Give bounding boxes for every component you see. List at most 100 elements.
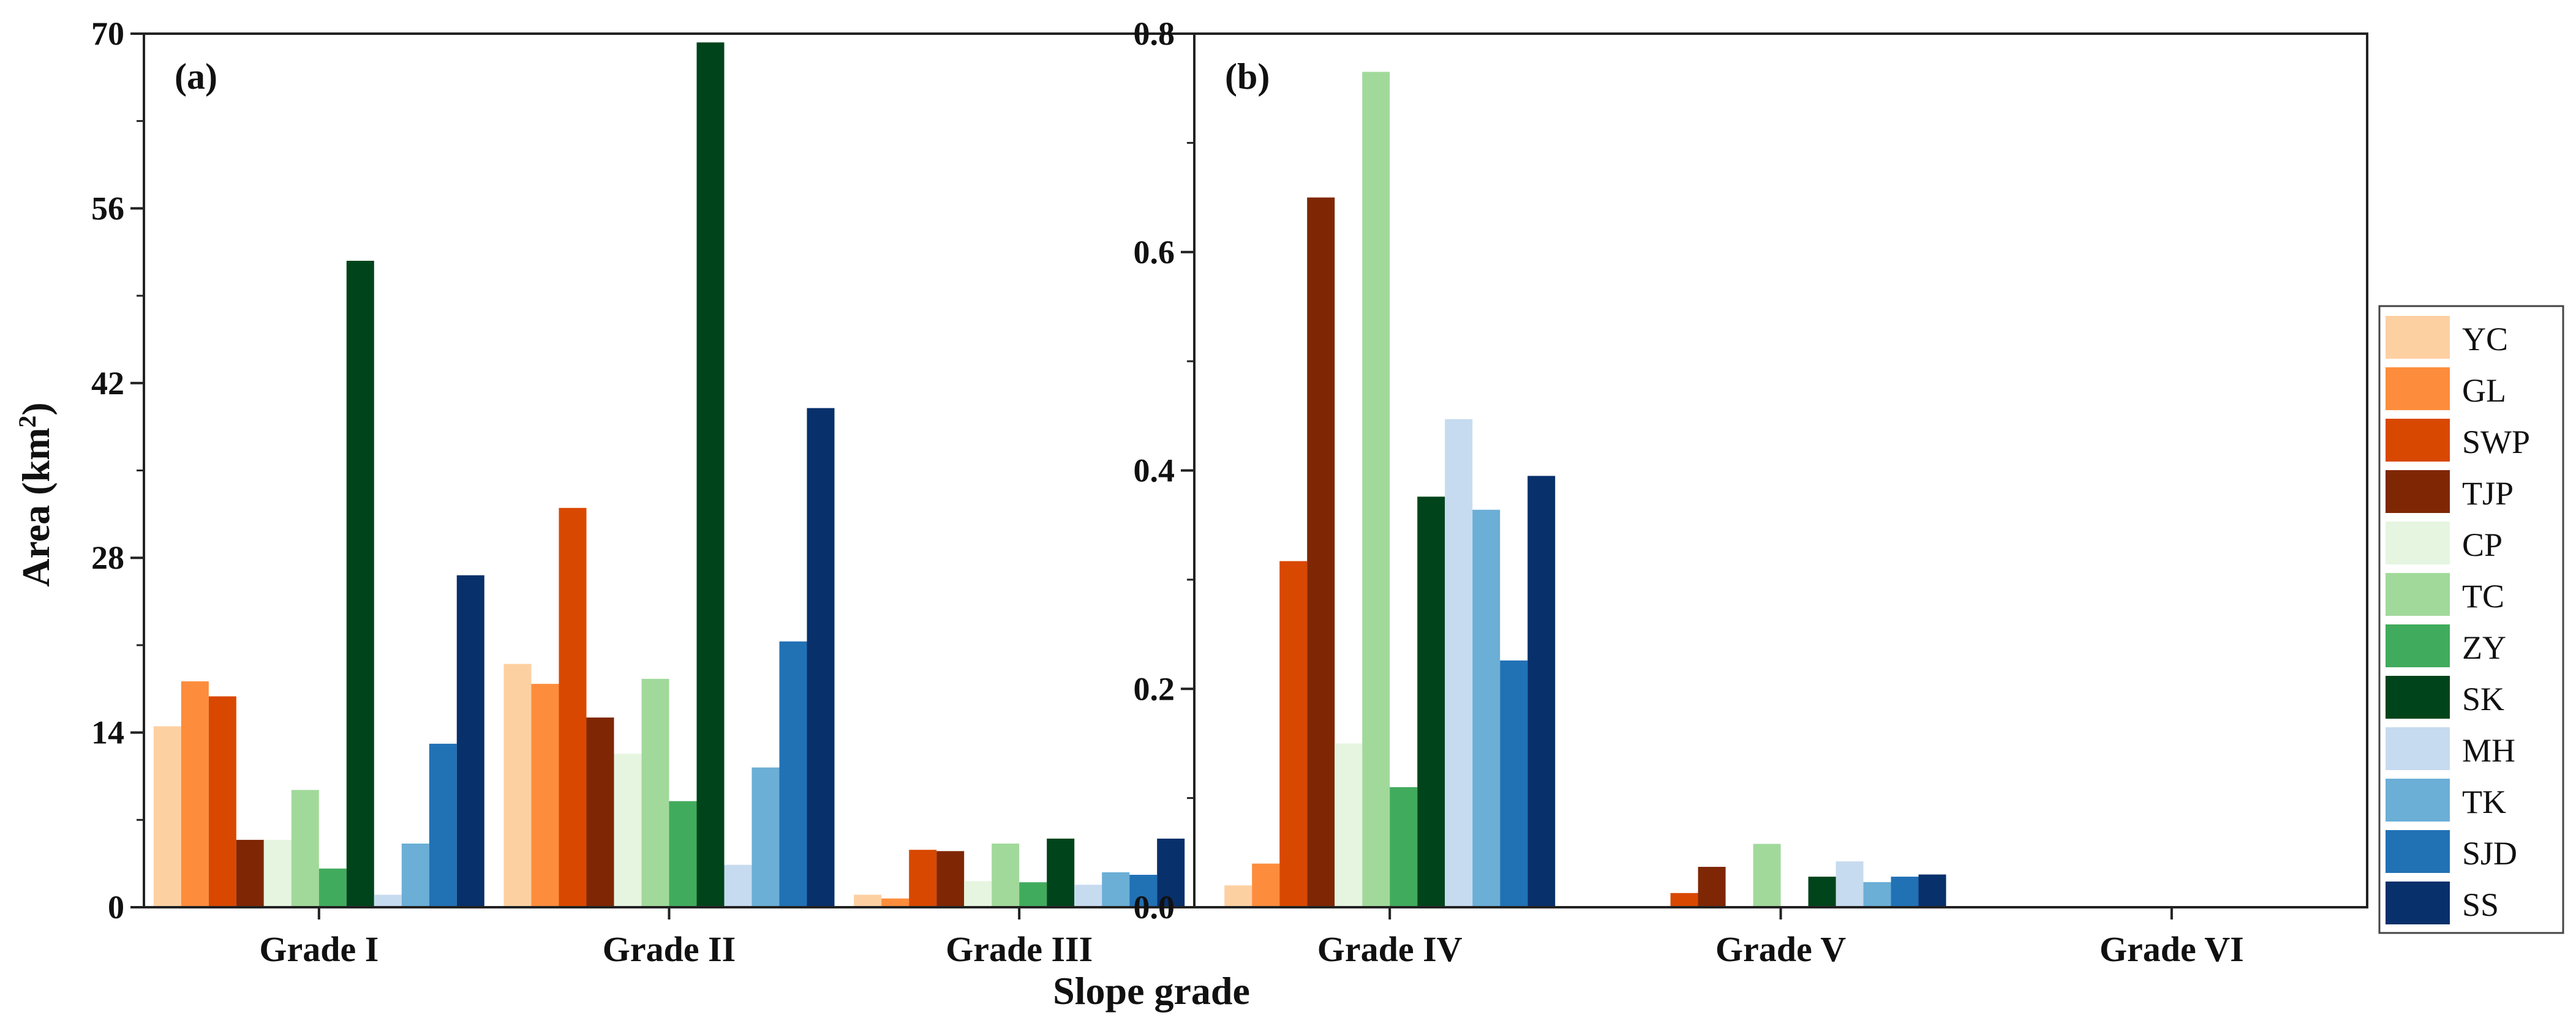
bar-b-tk-2 bbox=[1863, 882, 1891, 907]
bar-a-ss-3 bbox=[1157, 838, 1185, 907]
bar-b-gl-1 bbox=[1252, 863, 1280, 907]
bar-a-gl-2 bbox=[531, 684, 559, 907]
panel-label-a: (a) bbox=[175, 56, 217, 97]
y-tick-label-a: 28 bbox=[91, 539, 124, 576]
bar-b-ss-2 bbox=[1918, 874, 1946, 907]
legend-swatch-yc bbox=[2386, 316, 2450, 359]
bar-a-gl-3 bbox=[881, 898, 910, 907]
legend-swatch-tjp bbox=[2386, 470, 2450, 513]
bar-a-tc-3 bbox=[992, 844, 1020, 907]
bar-b-sjd-2 bbox=[1891, 877, 1919, 907]
legend-swatch-swp bbox=[2386, 419, 2450, 462]
y-tick-label-b: 0.2 bbox=[1134, 670, 1175, 707]
bar-a-ss-1 bbox=[456, 575, 484, 907]
bar-b-tjp-1 bbox=[1307, 197, 1335, 908]
bar-a-tc-2 bbox=[641, 678, 669, 907]
panel-a: 0 14 28 42 56 70 Grade I Grade II Grade III (a) bbox=[91, 15, 1196, 969]
bar-a-sk-1 bbox=[346, 261, 374, 907]
x-tick-label-b-2: Grade V bbox=[1715, 929, 1846, 969]
x-tick-label-b-3: Grade VI bbox=[2100, 929, 2244, 969]
bar-a-tk-1 bbox=[401, 844, 429, 907]
bar-a-mh-3 bbox=[1074, 885, 1102, 907]
bar-b-swp-1 bbox=[1279, 561, 1308, 907]
y-tick-label-b: 0.4 bbox=[1134, 452, 1175, 489]
legend-swatch-mh bbox=[2386, 727, 2450, 770]
bar-a-tc-1 bbox=[291, 790, 319, 907]
bar-a-ss-2 bbox=[807, 408, 835, 907]
bar-b-ss-1 bbox=[1527, 476, 1556, 907]
legend-swatch-gl bbox=[2386, 367, 2450, 410]
bar-b-tc-2 bbox=[1753, 844, 1781, 907]
legend-swatch-tc bbox=[2386, 573, 2450, 616]
bar-a-tk-2 bbox=[751, 767, 780, 907]
legend-label-sjd: SJD bbox=[2462, 835, 2517, 872]
legend-swatch-sjd bbox=[2386, 830, 2450, 873]
legend-label-tjp: TJP bbox=[2462, 475, 2514, 512]
bar-a-tjp-3 bbox=[936, 851, 965, 907]
legend-swatch-sk bbox=[2386, 676, 2450, 719]
x-tick-label-a-1: Grade I bbox=[259, 929, 378, 969]
legend-label-mh: MH bbox=[2462, 732, 2515, 769]
bar-a-tk-3 bbox=[1102, 872, 1130, 907]
bar-a-mh-1 bbox=[374, 894, 402, 907]
bar-b-tk-1 bbox=[1472, 509, 1501, 907]
legend-label-tc: TC bbox=[2462, 578, 2504, 615]
x-axis-title: Slope grade bbox=[1053, 969, 1250, 1013]
y-axis-title-main: Area (km bbox=[14, 428, 58, 587]
bar-a-sjd-3 bbox=[1129, 875, 1158, 907]
legend-label-zy: ZY bbox=[2462, 629, 2506, 666]
bar-a-mh-2 bbox=[724, 864, 752, 907]
bar-a-cp-3 bbox=[964, 881, 992, 907]
panel-label-b: (b) bbox=[1225, 56, 1270, 97]
bar-a-zy-3 bbox=[1019, 882, 1047, 907]
legend-swatch-cp bbox=[2386, 522, 2450, 564]
bar-a-yc-2 bbox=[503, 664, 532, 907]
legend-label-yc: YC bbox=[2462, 321, 2508, 358]
bar-a-cp-1 bbox=[263, 839, 292, 907]
y-axis-title-close: ) bbox=[14, 402, 58, 415]
legend: YC GL SWP TJP CP TC ZY SK MH TK SJD SS bbox=[2378, 305, 2564, 934]
bar-a-swp-1 bbox=[208, 696, 236, 907]
bar-b-yc-1 bbox=[1224, 885, 1252, 907]
bar-b-tc-1 bbox=[1362, 72, 1390, 907]
legend-label-gl: GL bbox=[2462, 372, 2506, 409]
bar-a-tjp-2 bbox=[586, 717, 614, 907]
legend-label-swp: SWP bbox=[2462, 424, 2530, 460]
bar-b-sjd-1 bbox=[1500, 660, 1528, 907]
y-tick-label-b: 0.6 bbox=[1134, 234, 1175, 271]
legend-swatch-tk bbox=[2386, 779, 2450, 822]
bar-a-sjd-1 bbox=[429, 743, 457, 907]
legend-label-cp: CP bbox=[2462, 526, 2503, 563]
y-axis-title-superscript: 2 bbox=[13, 416, 41, 428]
bar-b-swp-2 bbox=[1670, 893, 1698, 907]
panel-b: 0.0 0.2 0.4 0.6 0.8 Grade IV Grade V Grade VI (b… bbox=[1134, 15, 2368, 969]
bar-b-cp-1 bbox=[1335, 743, 1363, 907]
bar-b-sk-1 bbox=[1417, 496, 1445, 907]
bar-a-swp-3 bbox=[909, 850, 937, 907]
x-tick-label-a-3: Grade III bbox=[946, 929, 1093, 969]
x-tick-label-a-2: Grade II bbox=[603, 929, 736, 969]
bar-a-sk-3 bbox=[1047, 838, 1075, 907]
bar-a-cp-2 bbox=[614, 754, 642, 907]
legend-swatch-zy bbox=[2386, 624, 2450, 667]
bar-a-swp-2 bbox=[559, 507, 587, 907]
legend-swatch-ss bbox=[2386, 882, 2450, 924]
legend-frame bbox=[2378, 305, 2564, 934]
bar-a-zy-1 bbox=[318, 868, 347, 907]
bar-a-gl-1 bbox=[181, 681, 209, 907]
bar-b-zy-1 bbox=[1390, 787, 1418, 907]
legend-label-ss: SS bbox=[2462, 886, 2499, 923]
bar-b-sk-2 bbox=[1808, 877, 1836, 907]
y-tick-label-a: 56 bbox=[91, 190, 124, 227]
bar-b-mh-1 bbox=[1445, 419, 1473, 907]
y-tick-label-a: 42 bbox=[91, 365, 124, 402]
bar-b-tjp-2 bbox=[1698, 867, 1726, 907]
x-tick-label-b-1: Grade IV bbox=[1317, 929, 1463, 969]
bar-b-mh-2 bbox=[1836, 861, 1864, 907]
y-tick-label-a: 0 bbox=[108, 889, 124, 926]
bar-a-sk-2 bbox=[696, 42, 725, 907]
bar-a-zy-2 bbox=[669, 801, 697, 907]
legend-label-sk: SK bbox=[2462, 681, 2504, 717]
y-tick-label-a: 14 bbox=[91, 714, 124, 751]
